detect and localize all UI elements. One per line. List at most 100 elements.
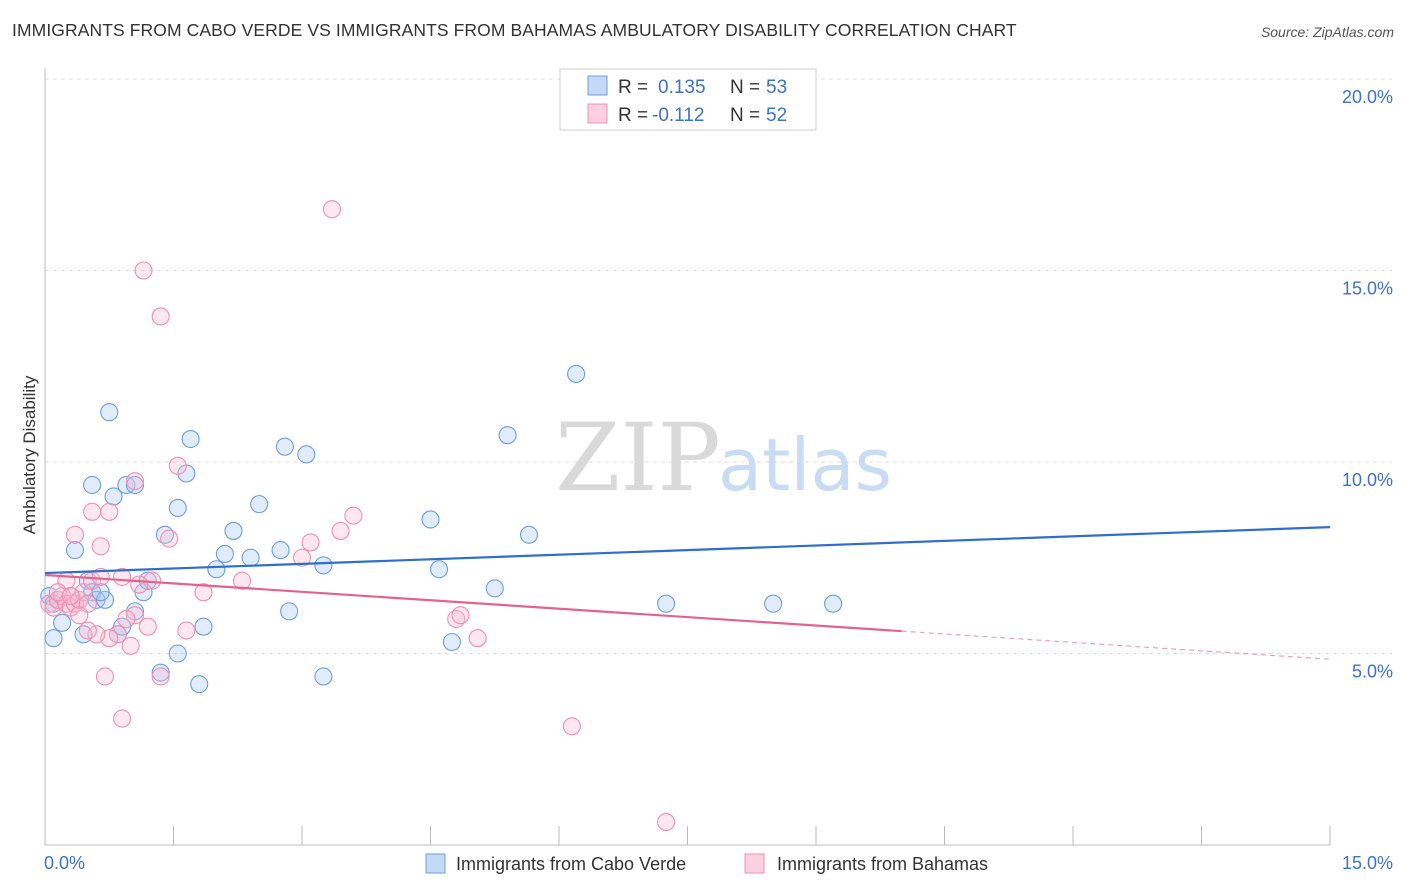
bahamas-point-49	[117, 609, 136, 629]
legend-n-value-1: 53	[766, 77, 787, 98]
bahamas-point-29	[95, 667, 115, 686]
bahamas-point-31	[151, 667, 170, 686]
legend-r-label-1: R =	[618, 77, 648, 98]
cabo-verde-point-36	[314, 667, 333, 686]
y-tick-label-5: 5.0%	[1352, 662, 1393, 682]
cabo-verde-point-3	[53, 613, 72, 632]
bahamas-point-11	[83, 502, 102, 521]
cabo-verde-point-43	[567, 364, 586, 383]
bahamas-point-41	[451, 606, 470, 625]
bahamas-point-48	[61, 586, 80, 606]
x-axis-ticks	[44, 826, 1331, 845]
bahamas-point-21	[160, 529, 179, 548]
bahamas-point-44	[657, 812, 676, 832]
trend-lines	[44, 526, 1331, 660]
cabo-verde-point-11	[83, 475, 102, 495]
watermark-atlas: atlas	[718, 423, 892, 507]
cabo-verde-point-46	[824, 594, 843, 613]
bahamas-point-33	[194, 583, 213, 602]
cabo-verde-point-27	[215, 544, 234, 563]
cabo-verde-point-37	[421, 510, 440, 529]
cabo-verde-point-31	[271, 541, 290, 560]
bahamas-point-10	[65, 525, 85, 544]
legend-n-label-2: N =	[730, 105, 760, 126]
bahamas-point-36	[301, 533, 320, 552]
legend-swatch-blue	[587, 75, 608, 96]
legend-n-value-2: 52	[766, 105, 787, 126]
bahamas-point-50	[138, 617, 157, 636]
cabo-verde-point-21	[181, 429, 200, 449]
bottom-legend-swatch-pink	[744, 853, 765, 874]
cabo-verde-point-29	[241, 548, 260, 567]
legend-n-label-1: N =	[730, 77, 760, 98]
bahamas-point-43	[562, 717, 581, 736]
bahamas-point-12	[91, 537, 110, 556]
y-tick-label-10: 10.0%	[1342, 470, 1393, 490]
cabo-verde-point-38	[430, 560, 449, 579]
cabo-verde-point-24	[168, 644, 187, 663]
cabo-verde-point-40	[485, 579, 504, 598]
cabo-verde-point-26	[207, 560, 226, 579]
cabo-verde-point-15	[125, 475, 144, 495]
cabo-verde-point-35	[314, 556, 333, 575]
bahamas-point-32	[177, 621, 196, 640]
stats-legend: R = 0.135 N = 53 R = -0.112 N = 52	[559, 68, 817, 131]
legend-r-value-2: -0.112	[652, 105, 704, 126]
cabo-verde-point-34	[297, 445, 316, 464]
gridlines	[45, 78, 1392, 654]
bahamas-point-17	[125, 472, 144, 491]
cabo-verde-point-47	[44, 629, 63, 648]
legend-r-label-2: R =	[618, 105, 648, 126]
bahamas-point-19	[151, 307, 170, 326]
bahamas-point-28	[78, 621, 97, 640]
bahamas-point-18	[134, 261, 153, 280]
bahamas-point-30	[113, 709, 132, 728]
bahamas-point-27	[87, 625, 106, 644]
bahamas-point-24	[121, 636, 140, 655]
series-legend: Immigrants from Cabo Verde Immigrants fr…	[425, 853, 988, 874]
bahamas-point-25	[108, 625, 127, 644]
y-tick-label-15: 15.0%	[1342, 279, 1393, 299]
y-tick-label-20: 20.0%	[1342, 87, 1393, 107]
y-axis-label: Ambulatory Disability	[20, 375, 39, 534]
cabo-verde-point-41	[498, 426, 517, 445]
cabo-verde-point-44	[657, 594, 676, 613]
cabo-verde-point-42	[519, 525, 539, 544]
legend-swatch-pink	[587, 103, 608, 124]
bahamas-point-51	[70, 606, 89, 625]
bahamas-point-37	[331, 521, 350, 540]
bahamas-trend-line-extension	[901, 630, 1331, 660]
series-cabo-verde-points	[40, 364, 843, 694]
bahamas-point-13	[100, 502, 119, 521]
watermark-zip: ZIP	[555, 404, 721, 513]
cabo-verde-point-22	[190, 675, 209, 694]
bahamas-point-20	[168, 456, 187, 475]
series-bahamas-points	[40, 200, 676, 832]
bottom-legend-label-bahamas: Immigrants from Bahamas	[777, 854, 988, 874]
cabo-verde-point-33	[280, 602, 299, 621]
legend-r-value-1: 0.135	[658, 77, 706, 98]
cabo-verde-point-45	[764, 594, 783, 613]
cabo-verde-point-12	[100, 403, 119, 422]
bahamas-point-23	[125, 606, 144, 625]
bahamas-point-45	[130, 575, 149, 594]
x-tick-label-max: 15.0%	[1342, 853, 1393, 873]
x-tick-label-min: 0.0%	[44, 853, 85, 873]
chart-title: IMMIGRANTS FROM CABO VERDE VS IMMIGRANTS…	[12, 20, 1017, 40]
bahamas-point-42	[468, 629, 487, 648]
cabo-verde-point-25	[151, 663, 170, 682]
source-label: Source: ZipAtlas.com	[1260, 24, 1394, 40]
bottom-legend-swatch-blue	[425, 853, 446, 874]
cabo-verde-point-30	[250, 495, 269, 514]
bahamas-point-35	[292, 548, 312, 567]
cabo-verde-point-32	[275, 437, 294, 456]
cabo-verde-point-39	[442, 632, 461, 652]
cabo-verde-point-28	[224, 521, 243, 540]
cabo-verde-point-23	[194, 617, 213, 636]
bahamas-point-38	[344, 506, 363, 525]
bahamas-point-34	[232, 571, 252, 590]
cabo-verde-trend-line	[44, 526, 1331, 575]
cabo-verde-point-10	[65, 541, 85, 560]
bottom-legend-label-cabo-verde: Immigrants from Cabo Verde	[456, 854, 686, 874]
